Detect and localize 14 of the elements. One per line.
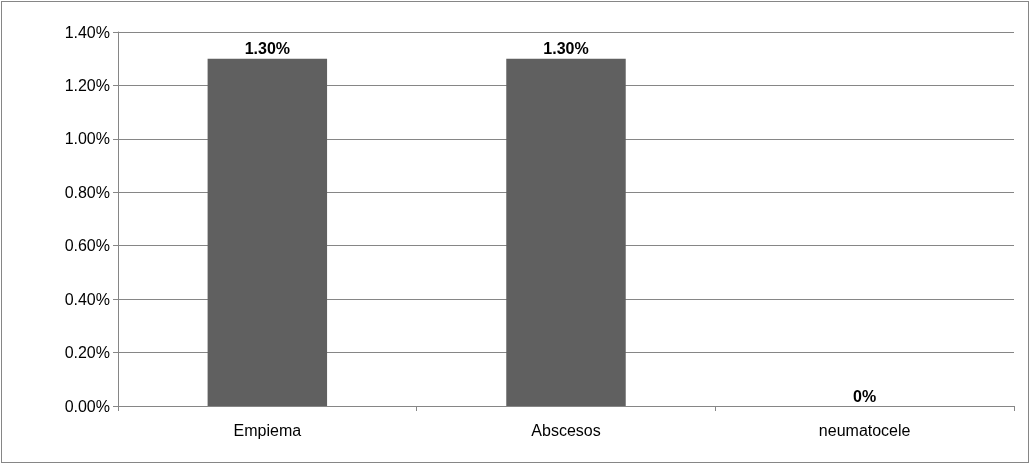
y-tick-label: 1.40% (64, 23, 110, 41)
x-tick-label: neumatocele (818, 421, 911, 439)
y-tick-label: 0.60% (64, 237, 110, 255)
y-tick-label: 0.80% (64, 183, 110, 201)
y-tick-label: 0.00% (64, 397, 110, 415)
y-tick-label: 0.20% (64, 344, 110, 362)
y-tick-label: 1.00% (64, 130, 110, 148)
y-tick-label: 1.20% (64, 76, 110, 94)
y-tick-label: 0.40% (64, 290, 110, 308)
x-tick-label: Empiema (233, 421, 302, 439)
data-label: 0% (853, 387, 877, 405)
data-label: 1.30% (543, 40, 589, 58)
data-label: 1.30% (244, 40, 291, 58)
x-tick-label: Abscesos (531, 421, 601, 439)
